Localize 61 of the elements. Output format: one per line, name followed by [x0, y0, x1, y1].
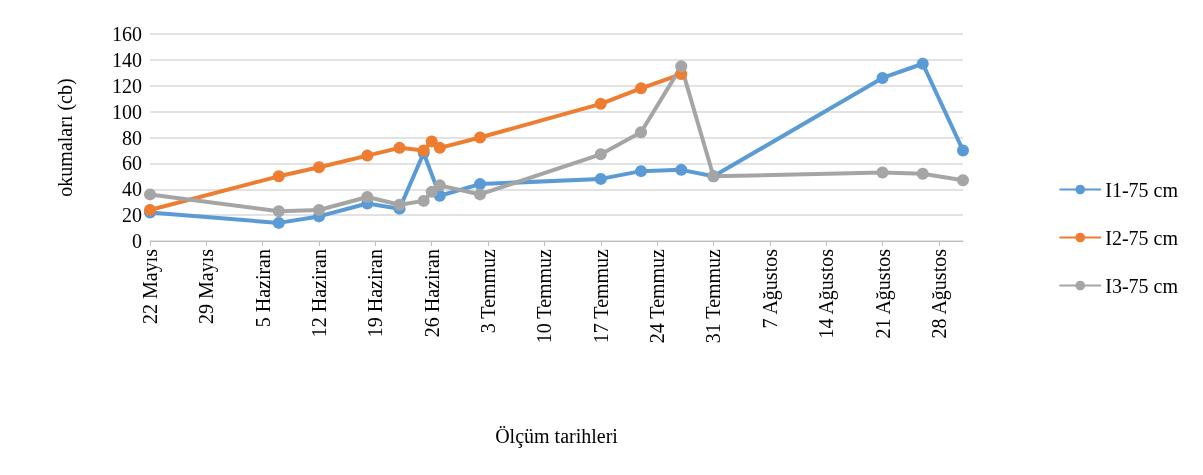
- point: [594, 97, 607, 110]
- x-tick-label: 3 Temmuz: [477, 248, 500, 334]
- point: [916, 57, 929, 70]
- x-tick-label: 31 Temmuz: [702, 248, 725, 344]
- x-tick-label: 24 Temmuz: [646, 248, 669, 344]
- point: [272, 170, 285, 183]
- x-tick-label: 19 Haziran: [364, 249, 387, 338]
- legend-label: I1-75 cm: [1105, 178, 1179, 201]
- point: [474, 178, 487, 191]
- y-tick-label: 80: [122, 126, 142, 149]
- point: [957, 144, 969, 157]
- point: [425, 185, 438, 198]
- point: [361, 191, 374, 204]
- point: [876, 166, 889, 179]
- y-tick-label: 160: [112, 23, 142, 45]
- point: [474, 131, 487, 144]
- point: [635, 126, 648, 139]
- x-tick-label: 26 Haziran: [420, 249, 443, 338]
- x-tick-label: 10 Temmuz: [533, 248, 556, 344]
- x-tick-label: 29 Mayıs: [195, 248, 219, 324]
- point: [916, 167, 929, 180]
- point: [361, 149, 374, 162]
- point: [433, 179, 446, 192]
- x-tick-label: 12 Haziran: [308, 249, 331, 338]
- x-tick-label: 17 Temmuz: [589, 248, 612, 344]
- x-tick-label: 7 Ağustos: [758, 248, 782, 329]
- point: [957, 174, 969, 187]
- x-axis-title: Ölçüm tarihleri: [495, 425, 619, 448]
- point: [594, 172, 607, 185]
- y-tick-label: 100: [112, 100, 142, 123]
- y-tick-label: 0: [132, 230, 142, 252]
- legend-label: I3-75 cm: [1105, 274, 1179, 297]
- point: [313, 203, 326, 216]
- point: [876, 71, 889, 84]
- point: [272, 216, 285, 229]
- point: [393, 141, 406, 154]
- x-tick-label: 22 Mayıs: [139, 248, 162, 324]
- y-tick-label: 120: [112, 74, 142, 97]
- point: [635, 165, 648, 178]
- y-axis-title: okumaları (cb): [54, 78, 77, 197]
- point: [675, 163, 688, 176]
- point: [474, 188, 487, 201]
- point: [675, 60, 688, 73]
- point: [393, 198, 406, 211]
- y-tick-label: 140: [112, 48, 142, 71]
- point: [635, 82, 648, 95]
- x-tick-label: 21 Ağustos: [871, 248, 895, 339]
- point: [272, 205, 285, 218]
- x-tick-label: 28 Ağustos: [927, 248, 951, 339]
- y-tick-label: 40: [122, 178, 142, 201]
- y-tick-label: 20: [122, 204, 142, 227]
- point: [144, 188, 156, 201]
- point: [594, 148, 607, 161]
- point: [433, 141, 446, 154]
- x-tick-label: 5 Haziran: [251, 249, 274, 328]
- x-tick-label: 14 Ağustos: [815, 248, 839, 339]
- point: [313, 161, 326, 174]
- legend-label: I2-75 cm: [1105, 226, 1179, 249]
- point: [425, 135, 438, 148]
- point: [417, 194, 430, 207]
- y-tick-label: 60: [122, 152, 142, 175]
